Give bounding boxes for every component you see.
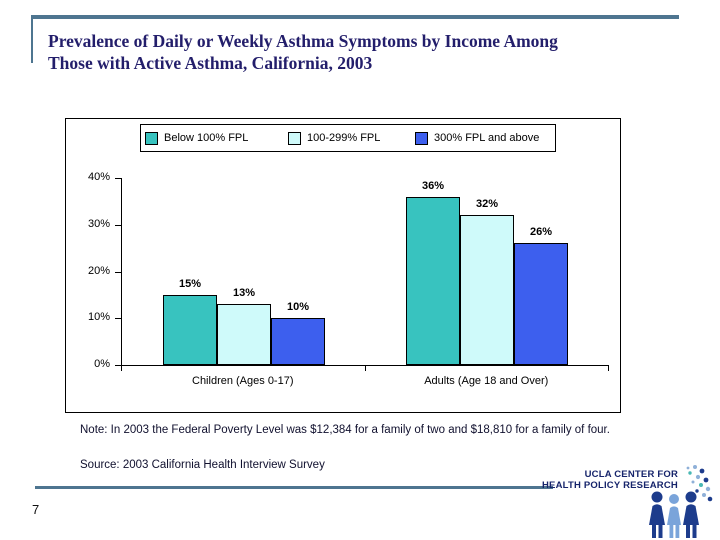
x-axis-tick [364,365,366,371]
bar-value-label: 26% [529,226,553,238]
y-axis-tick [115,318,121,320]
footer-divider-line [35,486,553,489]
legend-swatch-icon [145,131,158,145]
title-line-2: Those with Active Asthma, California, 20… [48,53,373,73]
y-tick-label: 30% [87,217,110,230]
y-axis-tick [115,178,121,179]
y-tick-label: 10% [87,311,110,324]
bar [271,318,325,365]
y-tick-label: 0% [94,358,110,370]
y-axis-tick [115,365,121,366]
title-line-1: Prevalence of Daily or Weekly Asthma Sym… [48,31,558,51]
legend-item: Below 100% FPL [145,125,248,151]
legend-item: 100-299% FPL [288,125,380,151]
x-axis-tick [608,365,609,371]
note-text: Note: In 2003 the Federal Poverty Level … [80,424,610,436]
y-axis-line [121,178,122,365]
page-number: 7 [32,502,40,517]
legend-swatch-icon [415,131,428,145]
top-accent-bar [31,15,679,19]
legend-item: 300% FPL and above [415,125,539,151]
legend-label: 300% FPL and above [434,132,540,144]
ucla-logo-line-1: UCLA CENTER FOR [584,469,678,480]
legend-label: 100-299% FPL [307,132,381,144]
chart-legend: Below 100% FPL 100-299% FPL 300% FPL and a… [140,124,556,152]
source-text: Source: 2003 California Health Interview… [80,459,325,471]
people-icon [649,465,713,538]
bar-value-label: 32% [475,198,499,210]
category-label: Adults (Age 18 and Over) [424,375,549,387]
y-tick-label: 20% [87,264,110,277]
left-accent-line [31,15,33,63]
bar [163,295,217,365]
legend-swatch-icon [288,131,301,145]
bar-value-label: 36% [421,180,445,192]
bar [217,304,271,365]
category-label: Children (Ages 0-17) [192,375,294,387]
bar-value-label: 10% [286,301,310,313]
chart-area: Below 100% FPL 100-299% FPL 300% FPL and a… [65,118,621,413]
legend-label: Below 100% FPL [164,132,249,144]
ucla-logo-line-2: HEALTH POLICY RESEARCH [541,479,678,491]
bar [514,243,568,365]
y-axis-tick [115,271,121,273]
bar [406,197,460,365]
bar-value-label: 13% [232,287,256,299]
bar [460,215,514,365]
y-tick-label: 40% [87,171,110,183]
y-axis-tick [115,224,121,226]
bar-value-label: 15% [178,278,202,290]
ucla-logo-text: UCLA CENTER FOR HEALTH POLICY RESEARCH [450,469,678,491]
x-axis-tick [121,365,122,371]
slide-title: Prevalence of Daily or Weekly Asthma Sym… [48,30,688,74]
